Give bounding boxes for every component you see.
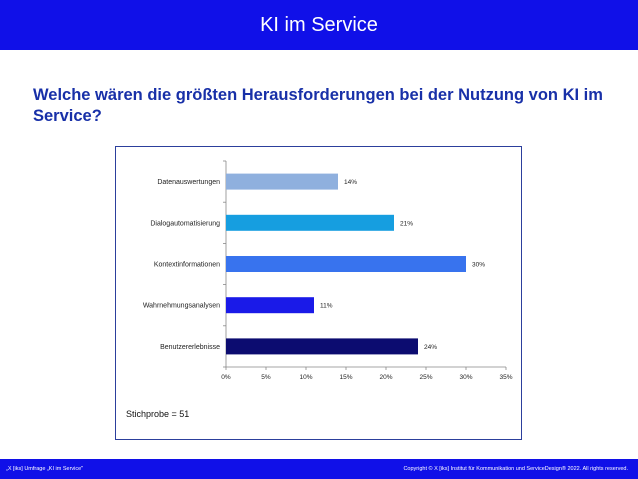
bar-chart: 0% 5% 10% 15% 20% 25% 30% 35% Datenauswertungen 1… <box>143 160 513 381</box>
survey-question: Welche wären die größten Herausforderung… <box>33 86 603 125</box>
x-tick-label: 30% <box>459 374 472 381</box>
footer-bar: „X [iks] Umfrage „KI im Service" Copyrig… <box>0 459 638 479</box>
bar <box>226 214 394 231</box>
x-tick-label: 25% <box>419 374 432 381</box>
footer-source: „X [iks] Umfrage „KI im Service" <box>6 466 84 472</box>
category-label: Benutzererlebnisse <box>160 344 220 351</box>
page-title: KI im Service <box>260 14 378 36</box>
x-tick-label: 10% <box>299 374 312 381</box>
category-label: Wahrnehmungsanalysen <box>143 303 220 310</box>
bar <box>226 338 418 355</box>
footer-copyright: Copyright © X [iks] Institut für Kommuni… <box>403 466 628 472</box>
bar <box>226 173 338 190</box>
bar <box>226 297 314 314</box>
sample-size-note: Stichprobe = 51 <box>126 409 190 419</box>
header-bar: KI im Service <box>0 0 638 50</box>
x-tick-label: 35% <box>499 374 512 381</box>
data-label: 21% <box>400 220 413 227</box>
data-label: 24% <box>424 344 437 351</box>
data-label: 14% <box>344 179 357 186</box>
x-tick-label: 0% <box>221 374 231 381</box>
category-label: Datenauswertungen <box>157 179 220 186</box>
chart-frame: 0% 5% 10% 15% 20% 25% 30% 35% Datenauswertungen 1… <box>115 146 522 440</box>
bar <box>226 256 466 272</box>
x-tick-label: 20% <box>379 374 392 381</box>
data-label: 11% <box>320 303 333 310</box>
x-tick-label: 15% <box>339 374 352 381</box>
category-label: Dialogautomatisierung <box>150 220 220 227</box>
data-label: 30% <box>472 262 485 269</box>
x-tick-label: 5% <box>261 374 271 381</box>
category-label: Kontextinformationen <box>154 262 220 269</box>
